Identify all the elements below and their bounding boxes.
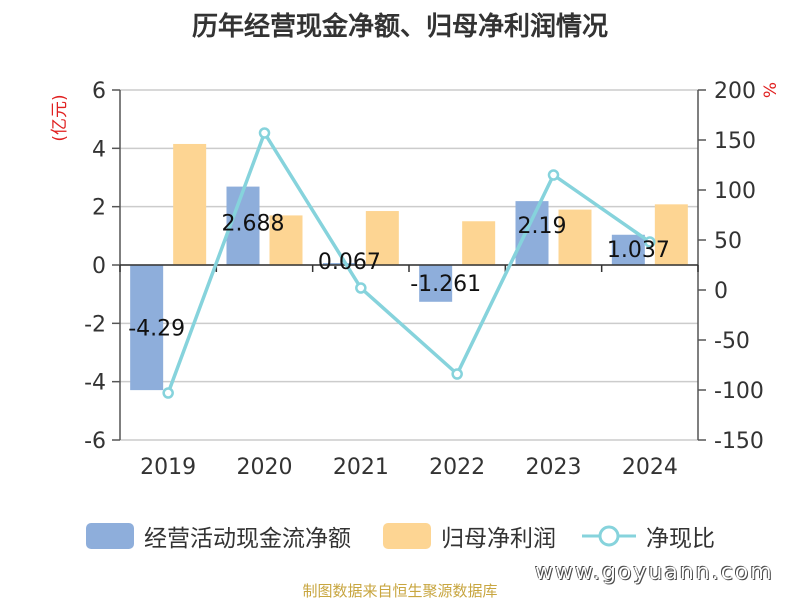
- data-label-cash-flow: 1.037: [607, 238, 670, 263]
- data-label-cash-flow: 0.067: [318, 250, 381, 275]
- right-tick-label: 150: [714, 129, 756, 154]
- left-tick-label: 6: [92, 79, 106, 104]
- bar-cash-flow: [130, 265, 164, 391]
- bar-cash-flow: [322, 263, 356, 265]
- bar-net-profit: [462, 221, 496, 265]
- bar-net-profit: [365, 211, 399, 265]
- ratio-point: [451, 368, 463, 380]
- left-tick-label: -2: [84, 312, 106, 337]
- legend-label-cash-flow: 经营活动现金流净额: [144, 526, 351, 552]
- legend-swatch-cash-flow: [86, 523, 134, 549]
- data-label-cash-flow: -4.29: [128, 317, 185, 342]
- category-label: 2021: [333, 455, 389, 480]
- legend-label-ratio: 净现比: [646, 526, 715, 552]
- data-label-cash-flow: 2.688: [222, 212, 285, 237]
- bar-net-profit: [173, 143, 207, 265]
- category-label: 2019: [140, 455, 196, 480]
- legend-item-ratio[interactable]: 净现比: [582, 516, 715, 556]
- bar-cash-flow: [611, 234, 645, 265]
- right-tick-label: -150: [714, 429, 764, 454]
- right-tick-label: 100: [714, 179, 756, 204]
- category-label: 2020: [237, 455, 293, 480]
- right-tick-label: 50: [714, 229, 742, 254]
- ratio-point: [162, 387, 174, 399]
- data-label-cash-flow: 2.19: [518, 214, 567, 239]
- chart-title: 历年经营现金净额、归母净利润情况: [191, 12, 608, 42]
- left-tick-label: -4: [84, 371, 106, 396]
- category-label: 2022: [429, 455, 485, 480]
- right-tick-label: 0: [714, 279, 728, 304]
- left-axis-title: (亿元): [50, 94, 70, 141]
- bar-cash-flow: [226, 186, 260, 265]
- source-note: 制图数据来自恒生聚源数据库: [302, 582, 498, 600]
- right-tick-label: -50: [714, 329, 750, 354]
- ratio-point: [547, 169, 560, 181]
- bar-cash-flow: [515, 201, 549, 265]
- legend-swatch-ratio: [582, 525, 636, 547]
- category-label: 2023: [526, 455, 582, 480]
- right-axis-title: %: [761, 82, 781, 98]
- legend-swatch-net-profit: [383, 523, 431, 549]
- left-tick-label: 2: [92, 196, 106, 221]
- legend-label-net-profit: 归母净利润: [441, 526, 556, 552]
- data-label-cash-flow: -1.261: [410, 272, 481, 297]
- left-tick-label: 4: [92, 137, 106, 162]
- left-tick-label: 0: [92, 254, 106, 279]
- category-label: 2024: [622, 455, 678, 480]
- ratio-line: [166, 131, 651, 394]
- legend: 经营活动现金流净额 归母净利润 净现比: [0, 516, 800, 556]
- ratio-point: [644, 236, 656, 248]
- right-tick-label: 200: [714, 79, 756, 104]
- watermark: www.goyuann.com: [535, 560, 774, 585]
- bar-net-profit: [654, 204, 688, 265]
- bar-net-profit: [558, 209, 592, 265]
- legend-item-net-profit[interactable]: 归母净利润: [383, 516, 556, 556]
- bar-cash-flow: [419, 265, 453, 302]
- legend-item-cash-flow[interactable]: 经营活动现金流净额: [86, 516, 351, 556]
- right-tick-label: -100: [714, 379, 764, 404]
- bar-net-profit: [269, 215, 303, 265]
- left-tick-label: -6: [84, 429, 106, 454]
- ratio-point: [258, 127, 271, 139]
- ratio-point: [355, 282, 367, 294]
